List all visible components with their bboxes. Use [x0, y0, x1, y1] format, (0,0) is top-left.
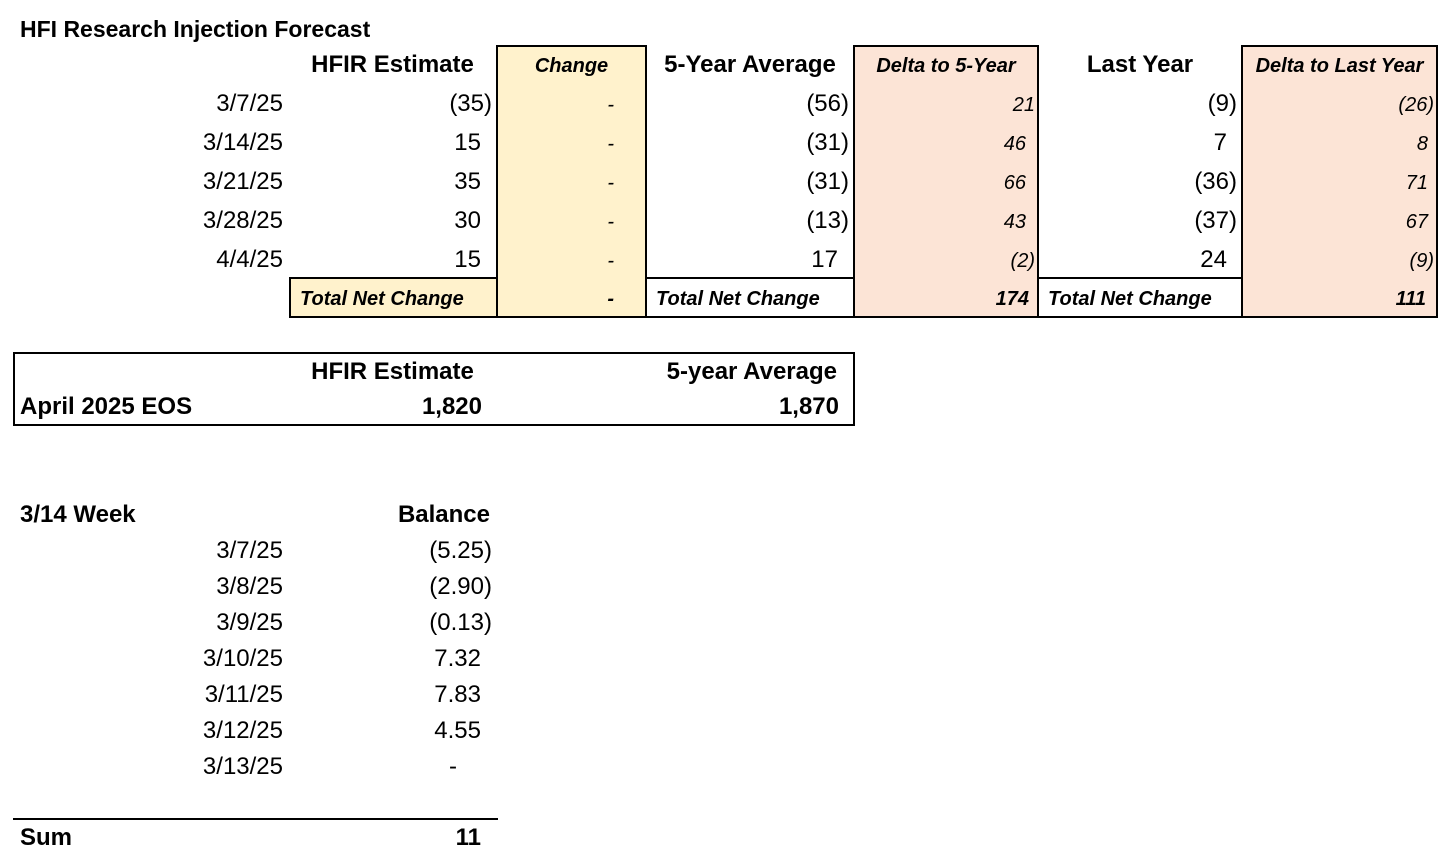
week-balance: (0.13): [429, 609, 492, 636]
forecast-change: -: [607, 250, 614, 272]
forecast-avg5: 17: [811, 246, 838, 273]
forecast-deltaly: (26): [1398, 94, 1434, 116]
total-delta5-value: 174: [995, 288, 1029, 310]
week-label: 3/14 Week: [20, 501, 136, 528]
total-net-change-label: Total Net Change: [656, 288, 820, 310]
forecast-lastyear: 7: [1213, 129, 1227, 156]
forecast-lastyear: 24: [1200, 246, 1227, 273]
week-date: 3/13/25: [202, 753, 283, 780]
sum-value: 11: [455, 824, 481, 851]
forecast-delta5: 46: [1003, 133, 1026, 155]
forecast-change: -: [607, 211, 614, 233]
page-title: HFI Research Injection Forecast: [20, 16, 371, 42]
forecast-avg5: (13): [806, 207, 849, 234]
header-5yr-average: 5-Year Average: [664, 51, 836, 78]
sum-divider: [13, 818, 498, 820]
sum-label: Sum: [20, 824, 73, 851]
eos-hfir-value: 1,820: [421, 393, 482, 420]
total-net-change-label: Total Net Change: [300, 288, 464, 310]
change-column-box: [496, 45, 647, 318]
forecast-hfir: 35: [454, 168, 481, 195]
week-date: 3/10/25: [202, 645, 283, 672]
totals-hfir-box: [289, 277, 498, 318]
week-date: 3/11/25: [204, 681, 283, 708]
total-deltaly-value: 111: [1395, 288, 1426, 310]
forecast-hfir: 15: [454, 129, 481, 156]
forecast-deltaly: 8: [1416, 133, 1428, 155]
totals-ly-box: [1037, 277, 1243, 318]
forecast-deltaly: 67: [1405, 211, 1428, 233]
forecast-delta5: 66: [1003, 172, 1026, 194]
forecast-avg5: (31): [806, 168, 849, 195]
eos-header-hfir: HFIR Estimate: [311, 358, 474, 385]
totals-avg-box: [646, 277, 855, 318]
week-date: 3/8/25: [216, 573, 283, 600]
eos-label: April 2025 EOS: [20, 393, 193, 420]
week-balance-header: Balance: [397, 501, 490, 528]
week-balance: -: [449, 753, 457, 780]
forecast-delta5: 21: [1012, 94, 1035, 116]
forecast-date: 3/14/25: [202, 129, 283, 156]
week-balance: 7.32: [434, 645, 481, 672]
forecast-hfir: 30: [454, 207, 481, 234]
total-change-value: -: [607, 288, 614, 310]
forecast-hfir: 15: [454, 246, 481, 273]
forecast-delta5: (2): [1010, 250, 1035, 272]
header-hfir-estimate: HFIR Estimate: [311, 51, 474, 78]
forecast-change: -: [607, 133, 614, 155]
forecast-date: 3/21/25: [202, 168, 283, 195]
delta-5yr-column-box: [853, 45, 1039, 318]
eos-avg-value: 1,870: [778, 393, 839, 420]
week-balance: (2.90): [429, 573, 492, 600]
forecast-date: 3/7/25: [216, 90, 283, 117]
forecast-lastyear: (36): [1194, 168, 1237, 195]
header-delta-ly: Delta to Last Year: [1255, 55, 1424, 77]
header-delta-5yr: Delta to 5-Year: [876, 55, 1016, 77]
week-date: 3/12/25: [202, 717, 283, 744]
forecast-delta5: 43: [1003, 211, 1026, 233]
forecast-avg5: (31): [806, 129, 849, 156]
week-balance: (5.25): [429, 537, 492, 564]
week-date: 3/7/25: [216, 537, 283, 564]
week-balance: 4.55: [434, 717, 481, 744]
forecast-avg5: (56): [806, 90, 849, 117]
eos-box: [13, 352, 855, 426]
forecast-change: -: [607, 172, 614, 194]
week-date: 3/9/25: [216, 609, 283, 636]
header-change: Change: [534, 55, 609, 77]
eos-header-avg: 5-year Average: [666, 358, 837, 385]
forecast-deltaly: (9): [1409, 250, 1434, 272]
forecast-date: 4/4/25: [216, 246, 283, 273]
forecast-date: 3/28/25: [202, 207, 283, 234]
forecast-hfir: (35): [449, 90, 492, 117]
total-net-change-label: Total Net Change: [1048, 288, 1212, 310]
delta-ly-column-box: [1241, 45, 1438, 318]
header-last-year: Last Year: [1086, 51, 1194, 78]
forecast-deltaly: 71: [1405, 172, 1428, 194]
forecast-lastyear: (9): [1207, 90, 1237, 117]
forecast-lastyear: (37): [1194, 207, 1237, 234]
week-balance: 7.83: [434, 681, 481, 708]
forecast-change: -: [607, 94, 614, 116]
